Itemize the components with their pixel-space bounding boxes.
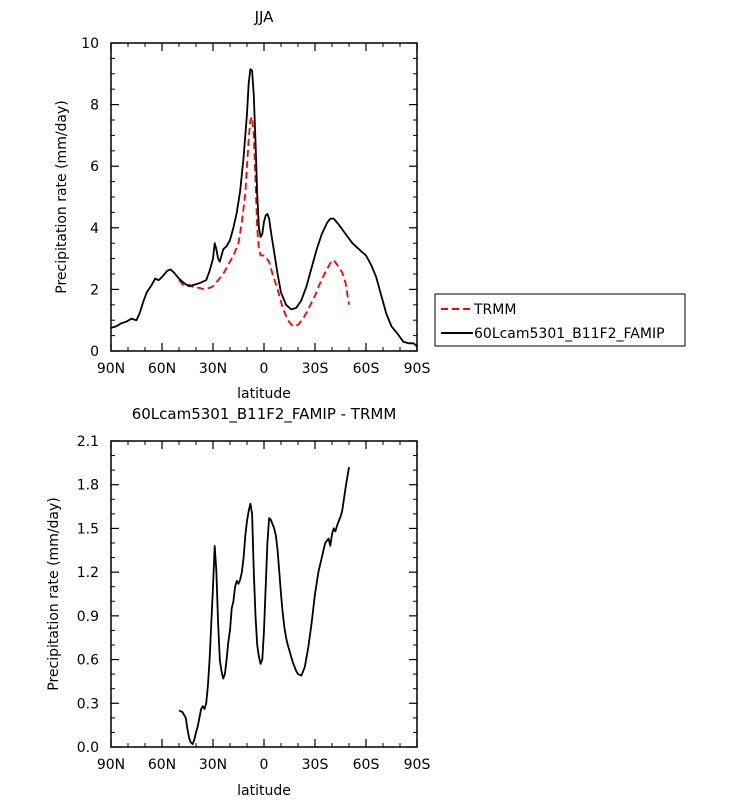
bottom-x-tick-label: 30N — [199, 757, 227, 773]
bottom-y-tick-label: 1.2 — [77, 565, 99, 581]
bottom-y-tick-label: 0.6 — [77, 653, 99, 669]
legend-trmm-label: TRMM — [473, 302, 516, 318]
top-y-tick-label: 0 — [90, 344, 99, 360]
top-ticks: 90N 60N 30N 0 30S 60S 90S 0 2 4 6 8 10 — [81, 36, 430, 377]
bottom-y-tick-label: 1.5 — [77, 521, 99, 537]
top-x-tick-label: 90N — [97, 361, 125, 377]
bottom-y-tick-label: 2.1 — [77, 434, 99, 450]
top-x-tick-label: 30N — [199, 361, 227, 377]
top-x-tick-label: 90S — [404, 361, 431, 377]
bottom-y-tick-label: 0.3 — [77, 696, 99, 712]
top-x-tick-label: 60N — [148, 361, 176, 377]
top-x-axis-label: latitude — [237, 386, 291, 402]
top-y-axis-label: Precipitation rate (mm/day) — [54, 100, 70, 294]
bottom-x-tick-label: 90S — [404, 757, 431, 773]
top-series-line-2 — [110, 68, 418, 348]
bottom-y-tick-label: 0.0 — [77, 740, 99, 756]
bottom-y-tick-label: 1.8 — [77, 478, 99, 494]
top-series-line-1 — [178, 116, 350, 328]
bottom-chart: 60Lcam5301_B11F2_FAMIP - TRMM 90N 60N 30N 0… — [46, 405, 430, 799]
bottom-ticks: 90N 60N 30N 0 30S 60S 90S 0.0 0.3 0.6 0.9 1.2 1.5 1.8… — [77, 434, 431, 773]
bottom-x-axis-label: latitude — [237, 783, 291, 799]
top-y-tick-label: 10 — [81, 36, 99, 52]
bottom-chart-title: 60Lcam5301_B11F2_FAMIP - TRMM — [132, 405, 397, 424]
legend-model-label: 60Lcam5301_B11F2_FAMIP — [474, 326, 665, 342]
top-x-tick-label: 0 — [260, 361, 269, 377]
bottom-x-tick-label: 0 — [260, 757, 269, 773]
bottom-x-tick-label: 60S — [353, 757, 380, 773]
bottom-plot-frame — [110, 440, 418, 748]
bottom-x-tick-label: 30S — [302, 757, 329, 773]
top-y-tick-label: 8 — [90, 98, 99, 114]
bottom-series-line-1 — [178, 467, 350, 745]
top-x-tick-label: 60S — [353, 361, 380, 377]
top-plot-frame — [110, 42, 418, 352]
bottom-x-tick-label: 90N — [97, 757, 125, 773]
legend-box — [434, 293, 686, 347]
top-series-group — [110, 68, 418, 348]
bottom-y-axis-label: Precipitation rate (mm/day) — [46, 497, 62, 691]
bottom-series-group — [178, 467, 350, 745]
top-y-tick-label: 2 — [90, 282, 99, 298]
bottom-y-tick-label: 0.9 — [77, 609, 99, 625]
top-chart-title: JJA — [254, 8, 275, 26]
top-x-tick-label: 30S — [302, 361, 329, 377]
bottom-x-tick-label: 60N — [148, 757, 176, 773]
top-y-tick-label: 4 — [90, 221, 99, 237]
top-y-tick-label: 6 — [90, 159, 99, 175]
legend: TRMM 60Lcam5301_B11F2_FAMIP — [434, 293, 686, 347]
